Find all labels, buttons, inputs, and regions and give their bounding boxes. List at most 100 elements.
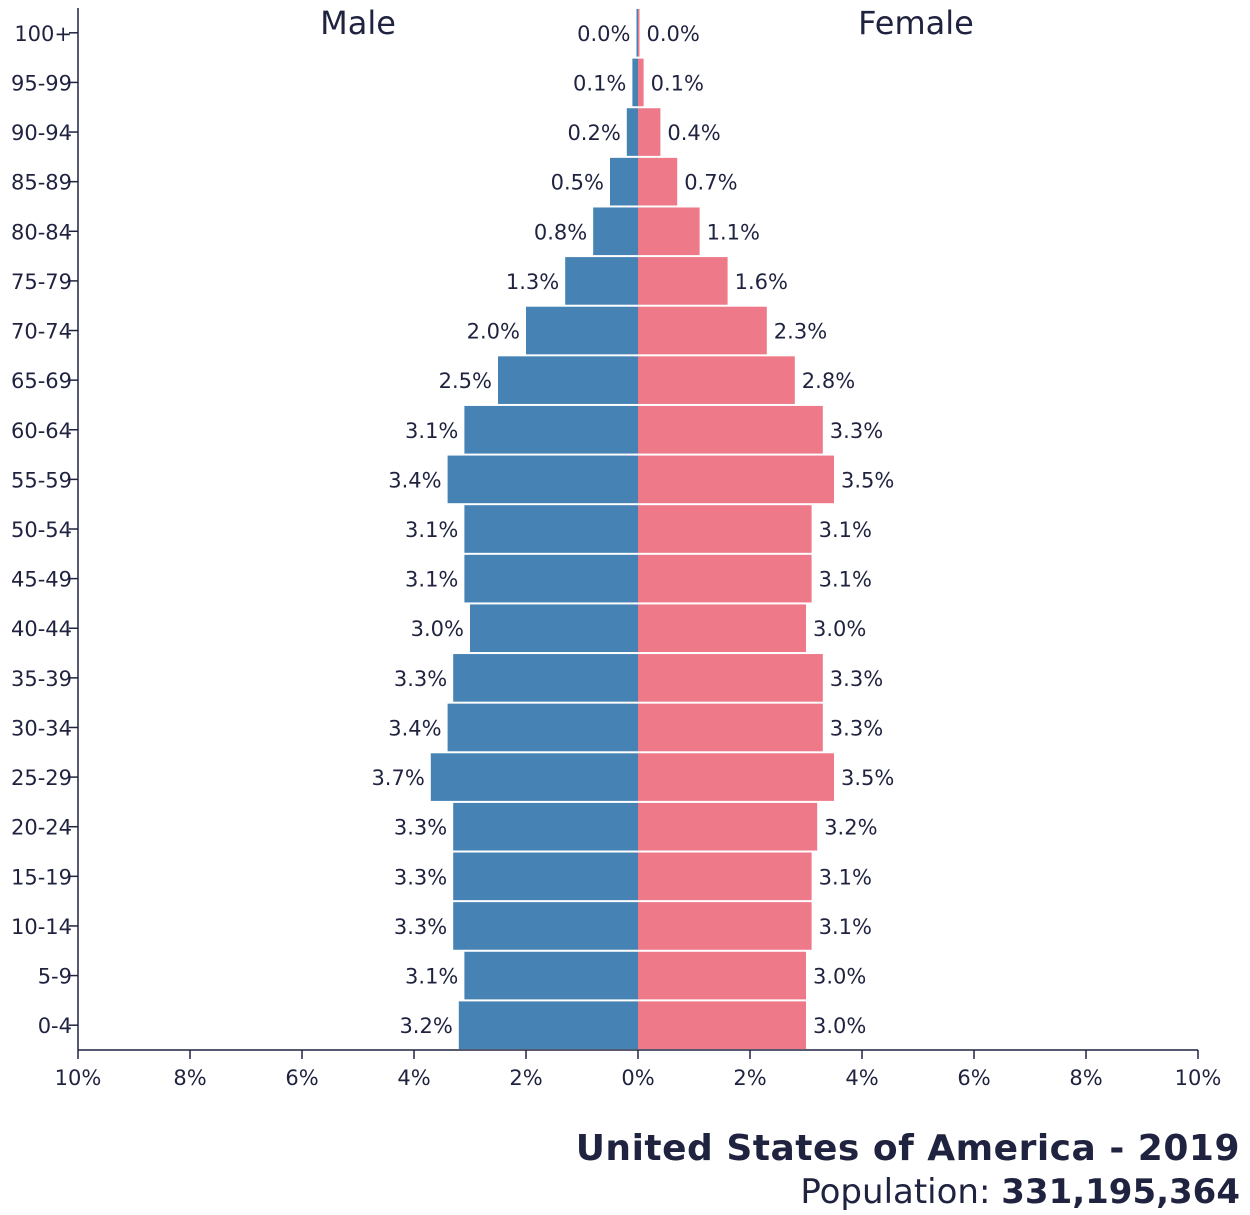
- x-tick-label-5: 0%: [621, 1066, 654, 1090]
- bar-female-25-29: [638, 753, 834, 801]
- y-tick-label-55-59: 55-59: [11, 468, 72, 492]
- x-tick-label-1: 8%: [173, 1066, 206, 1090]
- data-label-female-85-89: 0.7%: [684, 171, 737, 195]
- bar-female-70-74: [638, 306, 767, 355]
- data-label-female-35-39: 3.3%: [830, 667, 883, 691]
- y-tick-label-65-69: 65-69: [11, 369, 72, 393]
- data-label-female-0-4: 3.0%: [813, 1014, 866, 1038]
- y-tick-label-30-34: 30-34: [11, 716, 72, 740]
- y-tick-label-60-64: 60-64: [11, 419, 72, 443]
- data-label-male-35-39: 3.3%: [394, 667, 447, 691]
- bar-female-95-99: [638, 58, 644, 107]
- data-label-male-85-89: 0.5%: [551, 171, 604, 195]
- bar-male-20-24: [453, 802, 638, 851]
- y-tick-label-70-74: 70-74: [11, 320, 72, 344]
- bar-female-60-64: [638, 405, 823, 454]
- bar-male-100+: [636, 9, 638, 57]
- data-label-male-40-44: 3.0%: [411, 617, 464, 641]
- y-tick-label-100+: 100+: [14, 22, 72, 46]
- y-tick-label-45-49: 45-49: [11, 568, 72, 592]
- data-label-female-90-94: 0.4%: [667, 121, 720, 145]
- bar-female-85-89: [638, 157, 678, 206]
- data-label-female-100+: 0.0%: [647, 22, 700, 46]
- bar-male-15-19: [453, 852, 638, 901]
- bar-female-15-19: [638, 852, 812, 901]
- data-label-male-90-94: 0.2%: [567, 121, 620, 145]
- bar-male-90-94: [626, 108, 638, 156]
- data-label-female-50-54: 3.1%: [819, 518, 872, 542]
- bar-female-40-44: [638, 604, 806, 653]
- y-tick-label-80-84: 80-84: [11, 220, 72, 244]
- bar-male-5-9: [464, 951, 638, 1000]
- data-label-male-15-19: 3.3%: [394, 865, 447, 889]
- bar-female-5-9: [638, 951, 806, 1000]
- population-pyramid-chart: 0.0% 0.0% 100+ 0.1% 0.1% 95-99 0.2% 0.4% 90-94 0.…: [11, 4, 1222, 1090]
- y-tick-label-40-44: 40-44: [11, 617, 72, 641]
- bar-male-65-69: [498, 356, 638, 404]
- y-tick-label-25-29: 25-29: [11, 766, 72, 790]
- x-tick-label-2: 6%: [285, 1066, 318, 1090]
- bar-male-95-99: [632, 58, 638, 107]
- bar-female-100+: [638, 9, 640, 57]
- data-label-female-20-24: 3.2%: [824, 816, 877, 840]
- legend-male-label: Male: [320, 4, 396, 42]
- data-label-male-65-69: 2.5%: [439, 369, 492, 393]
- bar-male-10-14: [453, 902, 638, 950]
- data-label-female-55-59: 3.5%: [841, 468, 894, 492]
- y-tick-label-35-39: 35-39: [11, 667, 72, 691]
- data-label-female-15-19: 3.1%: [819, 865, 872, 889]
- bar-female-65-69: [638, 356, 795, 404]
- bar-female-50-54: [638, 505, 812, 553]
- data-label-female-5-9: 3.0%: [813, 965, 866, 989]
- y-tick-label-20-24: 20-24: [11, 816, 72, 840]
- data-label-male-10-14: 3.3%: [394, 915, 447, 939]
- data-label-female-70-74: 2.3%: [774, 320, 827, 344]
- data-label-male-95-99: 0.1%: [573, 71, 626, 95]
- population-label: Population:: [800, 1172, 1002, 1212]
- population-value: 331,195,364: [1001, 1172, 1240, 1212]
- y-tick-label-95-99: 95-99: [11, 71, 72, 95]
- bar-female-90-94: [638, 108, 661, 156]
- bar-male-55-59: [447, 455, 638, 504]
- data-label-male-25-29: 3.7%: [371, 766, 424, 790]
- y-tick-label-10-14: 10-14: [11, 915, 72, 939]
- data-label-female-40-44: 3.0%: [813, 617, 866, 641]
- x-tick-label-3: 4%: [397, 1066, 430, 1090]
- data-label-female-95-99: 0.1%: [651, 71, 704, 95]
- y-tick-label-50-54: 50-54: [11, 518, 72, 542]
- data-label-male-30-34: 3.4%: [388, 716, 441, 740]
- x-tick-label-10: 10%: [1175, 1066, 1222, 1090]
- bar-male-60-64: [464, 405, 638, 454]
- bar-male-30-34: [447, 703, 638, 752]
- data-label-male-55-59: 3.4%: [388, 468, 441, 492]
- bar-male-85-89: [610, 157, 638, 206]
- data-label-female-45-49: 3.1%: [819, 568, 872, 592]
- bar-female-20-24: [638, 802, 818, 851]
- bar-male-80-84: [593, 207, 638, 256]
- y-tick-label-85-89: 85-89: [11, 171, 72, 195]
- data-label-male-60-64: 3.1%: [405, 419, 458, 443]
- bar-male-75-79: [565, 257, 638, 305]
- data-label-male-5-9: 3.1%: [405, 965, 458, 989]
- bar-female-80-84: [638, 207, 700, 256]
- bar-male-25-29: [430, 753, 638, 801]
- bar-female-10-14: [638, 902, 812, 950]
- y-tick-label-90-94: 90-94: [11, 121, 72, 145]
- legend-female-label: Female: [858, 4, 974, 42]
- data-label-female-30-34: 3.3%: [830, 716, 883, 740]
- data-label-female-25-29: 3.5%: [841, 766, 894, 790]
- y-tick-label-75-79: 75-79: [11, 270, 72, 294]
- y-tick-label-0-4: 0-4: [38, 1014, 72, 1038]
- bar-female-75-79: [638, 257, 728, 305]
- data-label-female-65-69: 2.8%: [802, 369, 855, 393]
- chart-country-year-title: United States of America - 2019: [575, 1128, 1240, 1169]
- bar-male-40-44: [470, 604, 638, 653]
- data-label-male-70-74: 2.0%: [467, 320, 520, 344]
- data-label-female-75-79: 1.6%: [735, 270, 788, 294]
- x-tick-label-0: 10%: [55, 1066, 102, 1090]
- bar-female-45-49: [638, 554, 812, 603]
- data-label-female-80-84: 1.1%: [707, 220, 760, 244]
- data-label-female-60-64: 3.3%: [830, 419, 883, 443]
- bar-male-0-4: [458, 1001, 638, 1049]
- bar-male-35-39: [453, 654, 638, 702]
